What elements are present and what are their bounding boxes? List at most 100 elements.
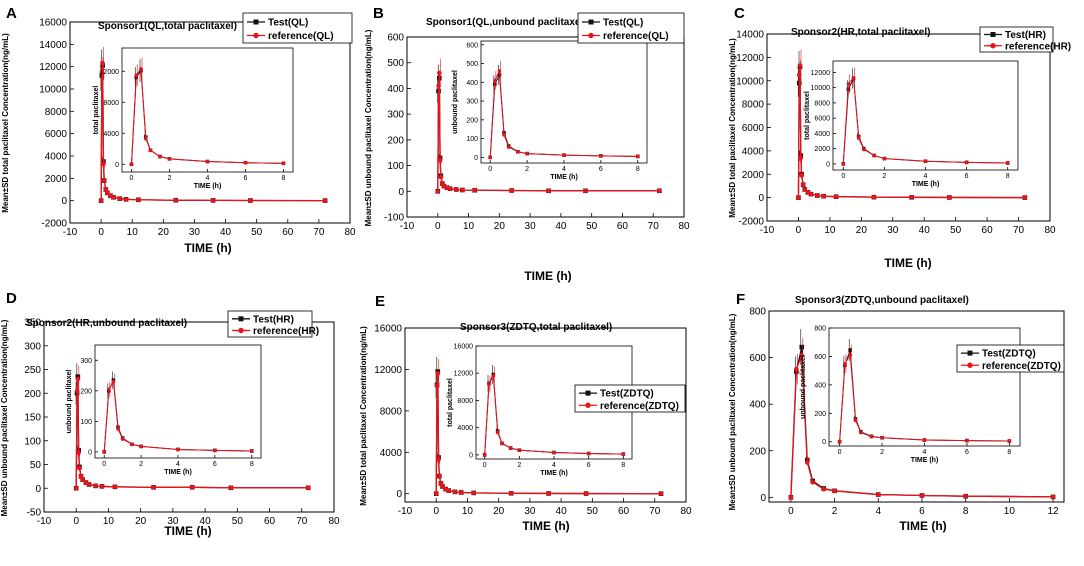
inset-data-point-reference — [102, 450, 107, 454]
y-tick-label: 12000 — [374, 365, 402, 376]
inset-data-point-reference — [843, 361, 847, 366]
panel-label: A — [6, 5, 17, 22]
inset-y-tick-label: 0 — [88, 449, 92, 456]
x-tick-label: 40 — [220, 227, 232, 238]
inset-data-point-reference — [869, 434, 874, 439]
legend-marker-reference — [585, 402, 591, 408]
inset-data-point-reference — [281, 161, 286, 166]
x-tick-label: 30 — [167, 516, 179, 527]
inset-y-tick-label: 500 — [466, 61, 478, 68]
legend-label-test: Test(QL) — [268, 18, 308, 29]
inset-x-tick-label: 6 — [213, 461, 217, 468]
x-tick-label: 40 — [555, 221, 567, 232]
inset-y-tick-label: 4000 — [103, 131, 119, 138]
y-tick-label: 200 — [24, 389, 41, 400]
inset-data-point-reference — [502, 133, 506, 137]
inset-data-point-reference — [495, 430, 500, 435]
panel-label: F — [736, 291, 745, 308]
data-point-reference — [832, 488, 837, 494]
inset-x-tick-label: 4 — [923, 449, 927, 456]
y-tick-label: 12000 — [736, 53, 764, 64]
data-point-reference — [99, 484, 105, 489]
x-tick-label: 10 — [1004, 506, 1016, 517]
inset-data-point-reference — [500, 441, 504, 446]
x-tick-label: 20 — [494, 221, 506, 232]
y-axis-title: Mean±SD unbound paclitaxel Concentration… — [0, 319, 9, 516]
inset-plot: 0 2 4 6 8 0 100 200 300 TIME (h) unbound paclitaxe… — [66, 344, 262, 476]
y-axis-title: Mean±SD unbound paclitaxel Concentration… — [728, 313, 737, 510]
data-point-reference — [963, 493, 968, 499]
inset-data-point-reference — [841, 162, 846, 166]
y-axis-title: Mean±SD total paclitaxel Concentration(n… — [1, 33, 10, 213]
inset-data-point-reference — [139, 444, 143, 449]
inset-y-tick-label: 800 — [814, 326, 826, 333]
inset-x-tick-label: 8 — [1006, 173, 1010, 180]
panel-f: F0 2 4 6 8 10 120200400600800Sponsor3(ZDTQ,unb… — [728, 291, 1065, 533]
data-point-reference — [546, 491, 551, 496]
x-tick-label: -10 — [760, 225, 775, 236]
inset-y-axis-title: unbound paclitaxel — [452, 70, 459, 134]
inset-data-point-test — [848, 348, 853, 352]
legend: Test(ZDTQ)reference(ZDTQ) — [956, 344, 1065, 373]
data-point-reference — [76, 450, 81, 455]
inset-x-tick-label: 4 — [206, 175, 210, 182]
x-tick-label: 70 — [313, 227, 325, 238]
inset-plot-frame — [832, 60, 1019, 171]
y-tick-label: 300 — [387, 110, 404, 121]
data-point-reference — [101, 161, 106, 167]
inset-x-tick-label: 0 — [841, 173, 845, 180]
legend-marker-reference — [588, 32, 594, 39]
inset-plot: 0 2 4 6 8 0 2000 4000 6000 8000 10000 12000 TIME (h)… — [804, 60, 1019, 188]
y-tick-label: 8000 — [45, 107, 68, 118]
y-tick-label: 14000 — [39, 40, 67, 51]
legend-marker-test — [253, 19, 259, 25]
x-tick-label: 80 — [678, 221, 690, 232]
x-tick-label: 10 — [824, 225, 836, 236]
legend-label-reference: reference(QL) — [603, 31, 669, 42]
inset-y-tick-label: 0 — [115, 162, 119, 169]
data-point-reference — [105, 190, 110, 196]
data-point-reference — [117, 196, 123, 201]
data-point-reference — [452, 489, 458, 495]
legend-marker-test — [967, 350, 973, 356]
y-axis-title: Mean±SD unbound paclitaxel Concentration… — [364, 29, 373, 226]
inset-data-point-reference — [134, 73, 139, 77]
y-tick-label: 300 — [24, 341, 41, 352]
x-tick-label: 0 — [796, 225, 802, 236]
inset-y-tick-label: 200 — [80, 388, 92, 395]
data-point-reference — [438, 174, 444, 180]
data-point-reference — [435, 371, 441, 376]
data-point-reference — [322, 198, 328, 203]
inset-x-tick-label: 4 — [176, 461, 180, 468]
inset-data-point-reference — [116, 427, 120, 431]
inset-x-tick-label: 4 — [562, 166, 566, 173]
inset-data-point-reference — [158, 154, 162, 159]
x-tick-label: 40 — [200, 516, 212, 527]
x-tick-label: 50 — [232, 516, 244, 527]
data-point-reference — [919, 493, 925, 498]
inset-x-tick-label: 6 — [965, 449, 969, 456]
x-tick-label: 80 — [1044, 225, 1056, 236]
y-tick-label: 10000 — [736, 76, 764, 87]
inset-y-tick-label: 12000 — [811, 70, 831, 77]
y-tick-label: 10000 — [39, 85, 67, 96]
data-point-reference — [798, 155, 804, 161]
inset-y-tick-label: 4000 — [457, 425, 473, 432]
inset-y-tick-label: 0 — [469, 452, 473, 459]
inset-y-tick-label: 0 — [474, 155, 478, 162]
inset-y-tick-label: 100 — [80, 419, 92, 426]
plot-frame — [69, 21, 351, 224]
panel-e: E-10 0 10 20 30 40 50 60 70 800400080001200016000… — [359, 293, 692, 533]
data-point-reference — [446, 488, 452, 493]
data-point-reference — [797, 63, 803, 68]
legend-box — [956, 344, 1065, 373]
inset-data-point-reference — [882, 156, 887, 161]
inset-data-point-reference — [516, 149, 520, 154]
y-tick-label: 0 — [758, 193, 764, 204]
data-point-reference — [436, 83, 441, 89]
inset-x-tick-label: 2 — [517, 462, 521, 469]
inset-data-point-reference — [129, 162, 134, 167]
data-point-reference — [98, 198, 104, 203]
inset-y-tick-label: 300 — [80, 358, 92, 365]
